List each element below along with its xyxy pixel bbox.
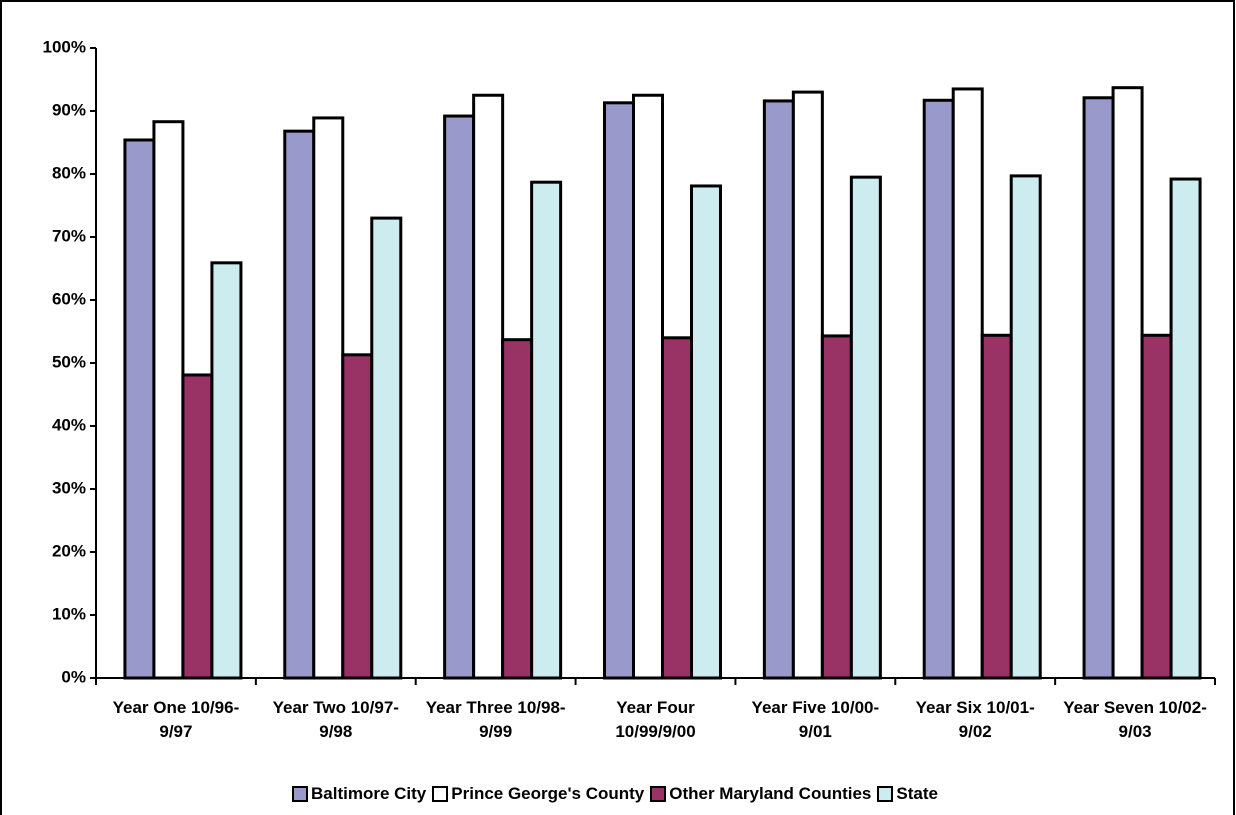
bar [341, 353, 374, 680]
x-tick-label: Year Two 10/97-9/98 [272, 698, 399, 741]
bar [443, 114, 476, 680]
x-tick-label: Year Four 10/99/9/00 [615, 698, 696, 741]
legend-swatch [432, 786, 449, 802]
bar [690, 184, 722, 680]
legend-label: Prince George's County [451, 784, 645, 803]
x-tick-label: Year One 10/96-9/97 [112, 698, 240, 741]
bar [632, 93, 664, 680]
bar [210, 261, 243, 680]
y-tick-label: 80% [52, 163, 86, 182]
bar [1082, 96, 1115, 680]
x-tick-label: Year Seven 10/02-9/03 [1063, 698, 1207, 741]
y-tick-label: 10% [52, 604, 86, 623]
bar [791, 90, 824, 680]
y-tick-label: 50% [52, 352, 86, 371]
legend-item: State [877, 784, 938, 804]
bar [1111, 86, 1144, 680]
y-tick-label: 100% [43, 37, 86, 56]
legend-label: Other Maryland Counties [669, 784, 872, 803]
legend: Baltimore City Prince George's County Othe… [0, 784, 1236, 804]
bar [501, 338, 534, 680]
legend-item: Baltimore City [292, 784, 426, 804]
bar [530, 180, 563, 680]
bar [1009, 174, 1042, 680]
legend-swatch [877, 786, 894, 802]
bar [603, 101, 635, 680]
bar [849, 175, 882, 680]
x-tick-label: Year Five 10/00-9/01 [751, 698, 880, 741]
bar [1169, 177, 1202, 680]
legend-label: Baltimore City [311, 784, 427, 803]
bar [123, 138, 156, 680]
y-tick-label: 60% [52, 289, 86, 308]
y-tick-label: 30% [52, 478, 86, 497]
legend-swatch [650, 786, 667, 802]
bar [370, 216, 403, 680]
bar [312, 116, 345, 680]
y-tick-label: 40% [52, 415, 86, 434]
bar [980, 333, 1013, 680]
legend-item: Prince George's County [432, 784, 644, 804]
y-tick-label: 90% [52, 100, 86, 119]
legend-swatch [292, 786, 309, 802]
x-tick-label: Year Six 10/01-9/02 [915, 698, 1035, 741]
bar [922, 98, 955, 680]
bar [820, 334, 853, 680]
bar [152, 120, 185, 680]
bar [762, 99, 795, 680]
bar [661, 336, 693, 680]
bar [283, 129, 316, 680]
x-tick-label: Year Three 10/98-9/99 [425, 698, 566, 741]
y-tick-label: 20% [52, 541, 86, 560]
bar [472, 93, 505, 680]
bar [951, 87, 984, 680]
legend-item: Other Maryland Counties [650, 784, 871, 804]
y-tick-label: 70% [52, 226, 86, 245]
legend-label: State [896, 784, 938, 803]
bar [1140, 333, 1173, 680]
bar [181, 373, 214, 680]
y-tick-label: 0% [61, 667, 86, 686]
